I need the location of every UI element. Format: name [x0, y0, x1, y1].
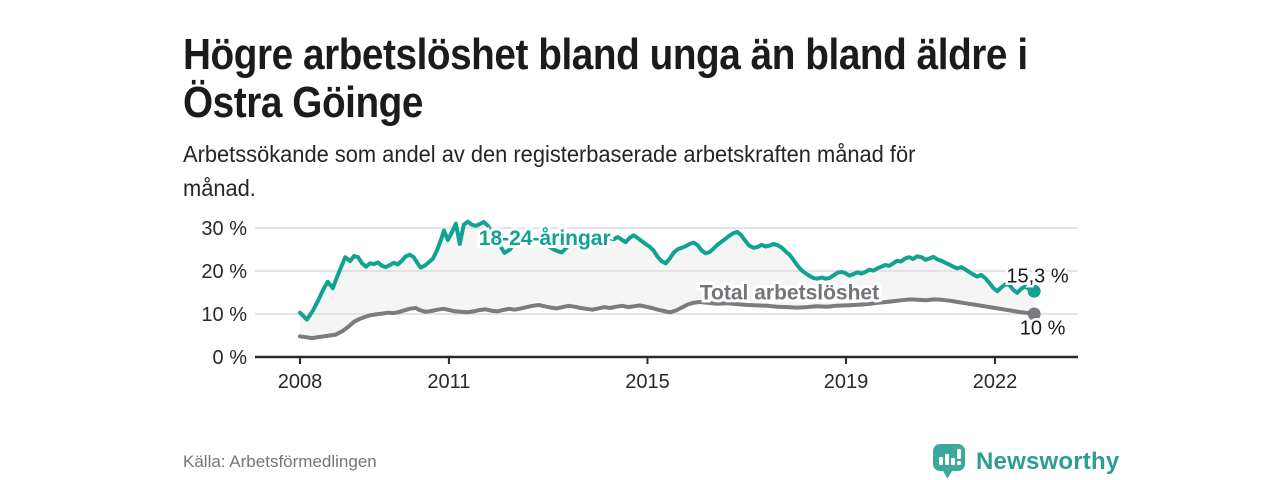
y-tick-label: 0 %: [213, 347, 248, 369]
x-tick-label: 2022: [973, 371, 1018, 393]
line-chart: 0 % 10 % 20 % 30 % 2008 2011 2015 2019 2022 18-24…: [201, 218, 1078, 393]
chart-bubble-icon: [933, 444, 965, 479]
y-tick-label: 30 %: [201, 218, 247, 240]
series-total-value-label: 10 %: [1020, 318, 1066, 340]
series-youth-value-label: 15,3 %: [1006, 266, 1068, 288]
page-subtitle: Arbetssökande som andel av den registerb…: [183, 141, 916, 201]
y-tick-label: 10 %: [201, 304, 247, 326]
x-tick-label: 2008: [278, 371, 323, 393]
newsworthy-wordmark: Newsworthy: [976, 447, 1120, 475]
page-title: Högre arbetslöshet bland unga än bland ä…: [183, 30, 1028, 128]
series-band-fill: [300, 221, 1035, 339]
series-youth-line: [298, 219, 1037, 322]
x-tick-label: 2011: [427, 371, 470, 393]
series-youth-endpoint-dot: [1027, 284, 1041, 298]
newsworthy-logo: Newsworthy: [932, 443, 1119, 480]
x-tick-label: 2015: [625, 371, 670, 393]
y-tick-label: 20 %: [201, 261, 247, 283]
series-youth-label: 18-24-åringar: [479, 227, 611, 250]
x-tick-label: 2019: [824, 371, 869, 393]
series-total-line: [298, 297, 1037, 341]
source-note: Källa: Arbetsförmedlingen: [183, 452, 377, 471]
series-total-endpoint-dot: [1027, 307, 1041, 321]
series-total-label: Total arbetslöshet: [700, 281, 879, 304]
